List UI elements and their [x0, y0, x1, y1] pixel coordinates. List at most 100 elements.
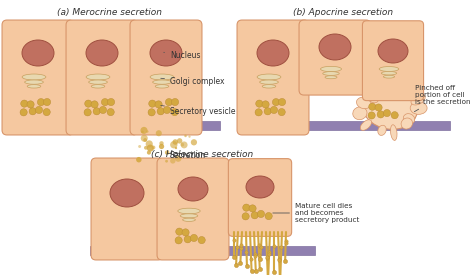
Ellipse shape [43, 109, 50, 116]
Ellipse shape [29, 108, 36, 115]
Ellipse shape [173, 139, 178, 145]
Ellipse shape [170, 141, 177, 149]
Ellipse shape [171, 109, 178, 116]
Ellipse shape [20, 109, 27, 116]
Ellipse shape [91, 85, 105, 88]
Ellipse shape [389, 81, 398, 92]
Ellipse shape [403, 114, 415, 124]
Ellipse shape [146, 130, 148, 133]
Ellipse shape [375, 104, 382, 111]
Ellipse shape [184, 236, 191, 243]
Ellipse shape [149, 100, 156, 107]
Ellipse shape [383, 109, 391, 117]
Ellipse shape [22, 40, 54, 66]
Ellipse shape [391, 125, 397, 141]
Ellipse shape [255, 100, 263, 107]
Ellipse shape [93, 108, 100, 115]
Ellipse shape [153, 80, 171, 84]
Ellipse shape [27, 85, 41, 88]
Ellipse shape [360, 120, 372, 130]
Ellipse shape [165, 150, 169, 155]
Bar [90, 246, 315, 255]
FancyBboxPatch shape [363, 21, 424, 101]
Ellipse shape [148, 109, 155, 116]
Ellipse shape [170, 158, 175, 164]
Ellipse shape [325, 76, 337, 79]
Ellipse shape [86, 40, 118, 66]
Ellipse shape [141, 131, 144, 133]
Ellipse shape [86, 74, 110, 80]
Ellipse shape [377, 83, 385, 93]
Ellipse shape [146, 140, 153, 147]
FancyBboxPatch shape [237, 20, 309, 135]
Ellipse shape [44, 98, 51, 106]
Ellipse shape [37, 98, 45, 106]
Ellipse shape [176, 228, 183, 235]
Ellipse shape [257, 210, 264, 218]
Ellipse shape [155, 85, 169, 88]
Ellipse shape [181, 141, 188, 148]
Ellipse shape [381, 72, 397, 75]
Ellipse shape [257, 40, 289, 66]
Ellipse shape [84, 109, 91, 116]
Ellipse shape [249, 205, 256, 212]
Ellipse shape [246, 176, 274, 198]
Ellipse shape [319, 34, 351, 60]
Ellipse shape [164, 106, 171, 114]
FancyBboxPatch shape [299, 20, 371, 95]
Ellipse shape [378, 39, 408, 63]
FancyBboxPatch shape [91, 158, 163, 260]
Ellipse shape [85, 100, 92, 107]
Ellipse shape [180, 214, 198, 218]
Text: Mature cell dies
and becomes
secretory product: Mature cell dies and becomes secretory p… [273, 203, 359, 223]
Ellipse shape [377, 111, 384, 118]
Ellipse shape [159, 144, 164, 149]
Ellipse shape [262, 85, 276, 88]
FancyBboxPatch shape [66, 20, 138, 135]
Ellipse shape [399, 85, 409, 95]
Ellipse shape [36, 106, 43, 114]
Ellipse shape [383, 75, 394, 78]
Bar [5, 121, 220, 130]
Bar [240, 121, 450, 130]
Ellipse shape [25, 80, 43, 84]
Ellipse shape [177, 138, 182, 144]
Ellipse shape [401, 118, 412, 129]
Ellipse shape [27, 101, 34, 108]
Ellipse shape [150, 40, 182, 66]
Ellipse shape [365, 90, 378, 103]
Ellipse shape [356, 97, 371, 109]
Ellipse shape [260, 80, 278, 84]
Ellipse shape [101, 98, 109, 106]
Ellipse shape [363, 87, 417, 129]
Ellipse shape [191, 139, 197, 145]
Ellipse shape [178, 177, 208, 201]
Ellipse shape [147, 145, 154, 152]
Ellipse shape [172, 98, 179, 106]
Ellipse shape [22, 74, 46, 80]
Ellipse shape [320, 66, 341, 72]
Ellipse shape [140, 127, 147, 134]
Ellipse shape [262, 101, 269, 108]
Ellipse shape [278, 98, 286, 106]
Ellipse shape [156, 130, 162, 136]
Ellipse shape [411, 94, 425, 105]
Ellipse shape [143, 138, 147, 142]
Ellipse shape [157, 108, 164, 115]
Ellipse shape [141, 135, 148, 142]
Ellipse shape [188, 136, 191, 138]
Ellipse shape [110, 179, 144, 207]
Text: Secretion: Secretion [170, 150, 206, 160]
Ellipse shape [144, 146, 148, 150]
Ellipse shape [278, 109, 285, 116]
Ellipse shape [251, 212, 258, 219]
Ellipse shape [159, 141, 164, 145]
Ellipse shape [353, 107, 367, 120]
Ellipse shape [175, 155, 182, 162]
Ellipse shape [265, 213, 272, 220]
Ellipse shape [378, 125, 386, 135]
Ellipse shape [165, 98, 173, 106]
Ellipse shape [273, 98, 280, 106]
Ellipse shape [255, 109, 262, 116]
Ellipse shape [323, 72, 339, 75]
